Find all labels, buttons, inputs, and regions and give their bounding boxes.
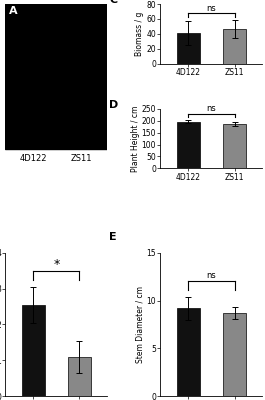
Text: ns: ns — [206, 272, 216, 280]
Text: ns: ns — [206, 4, 216, 13]
Text: D: D — [109, 100, 119, 110]
Text: C: C — [109, 0, 117, 5]
Bar — [68, 357, 91, 396]
Text: *: * — [53, 258, 59, 270]
Bar — [176, 122, 200, 168]
Bar — [223, 29, 246, 64]
Bar — [223, 124, 246, 168]
Bar — [223, 313, 246, 396]
Text: A: A — [9, 6, 18, 16]
Bar — [176, 308, 200, 396]
Text: E: E — [109, 232, 117, 242]
Bar — [5, 4, 107, 149]
Bar — [21, 305, 45, 396]
Text: 4D122: 4D122 — [20, 154, 48, 163]
Y-axis label: Stem Diameter / cm: Stem Diameter / cm — [135, 286, 144, 363]
Bar — [176, 33, 200, 64]
Y-axis label: Biomass / g: Biomass / g — [135, 12, 144, 56]
Text: ns: ns — [206, 104, 216, 113]
Text: ZS11: ZS11 — [71, 154, 92, 163]
Y-axis label: Plant Height / cm: Plant Height / cm — [131, 105, 140, 172]
